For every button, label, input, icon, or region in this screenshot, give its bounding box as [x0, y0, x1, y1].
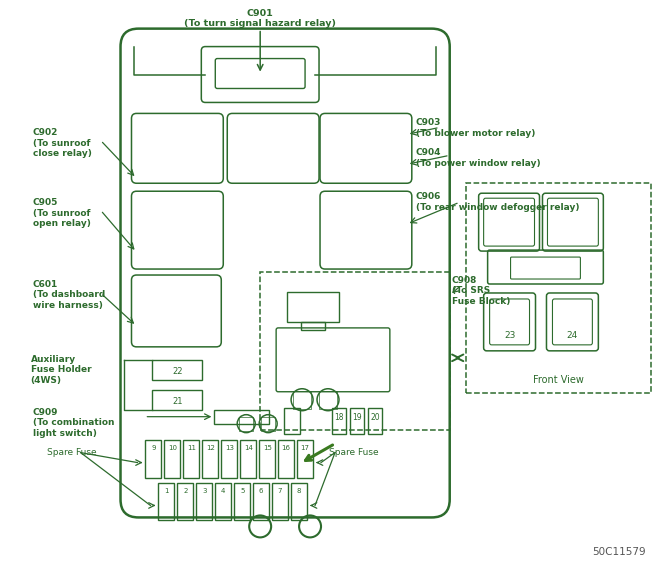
Text: Spare Fuse: Spare Fuse — [47, 448, 96, 457]
Text: 22: 22 — [172, 367, 183, 376]
Text: 12: 12 — [206, 445, 215, 451]
Text: Auxiliary
Fuse Holder
(4WS): Auxiliary Fuse Holder (4WS) — [31, 355, 91, 385]
Text: 3: 3 — [202, 488, 207, 493]
Text: 8: 8 — [297, 488, 301, 493]
Text: 6: 6 — [259, 488, 263, 493]
Text: 4: 4 — [221, 488, 225, 493]
Text: 20: 20 — [370, 413, 380, 422]
Text: 13: 13 — [225, 445, 234, 451]
Text: C902
(To sunroof
close relay): C902 (To sunroof close relay) — [33, 128, 92, 158]
Text: 21: 21 — [172, 397, 183, 406]
Text: C903
(To blower motor relay): C903 (To blower motor relay) — [416, 118, 535, 138]
Text: C901
(To turn signal hazard relay): C901 (To turn signal hazard relay) — [184, 9, 336, 28]
Text: 2: 2 — [183, 488, 188, 493]
Text: C905
(To sunroof
open relay): C905 (To sunroof open relay) — [33, 198, 90, 228]
Text: C906
(To rear window defogger relay): C906 (To rear window defogger relay) — [416, 192, 579, 212]
Text: 50C11579: 50C11579 — [593, 548, 646, 557]
Text: Front View: Front View — [533, 375, 584, 385]
Text: 16: 16 — [281, 445, 291, 451]
Text: 1: 1 — [164, 488, 169, 493]
Text: 24: 24 — [567, 331, 578, 340]
Text: 14: 14 — [244, 445, 253, 451]
Text: 17: 17 — [301, 445, 310, 451]
Text: C601
(To dashboard
wire harness): C601 (To dashboard wire harness) — [33, 280, 105, 310]
Text: 11: 11 — [187, 445, 196, 451]
Text: 15: 15 — [263, 445, 271, 451]
Text: 19: 19 — [352, 413, 362, 422]
Text: Spare Fuse: Spare Fuse — [329, 448, 378, 457]
Text: 9: 9 — [151, 445, 156, 451]
Text: 5: 5 — [240, 488, 245, 493]
Text: C909
(To combination
light switch): C909 (To combination light switch) — [33, 408, 114, 437]
Text: C904
(To power window relay): C904 (To power window relay) — [416, 148, 541, 168]
Text: C908
(To SRS
Fuse Block): C908 (To SRS Fuse Block) — [452, 276, 510, 306]
Text: 18: 18 — [334, 413, 344, 422]
Text: 23: 23 — [504, 331, 515, 340]
Text: 7: 7 — [278, 488, 283, 493]
Text: 10: 10 — [168, 445, 177, 451]
